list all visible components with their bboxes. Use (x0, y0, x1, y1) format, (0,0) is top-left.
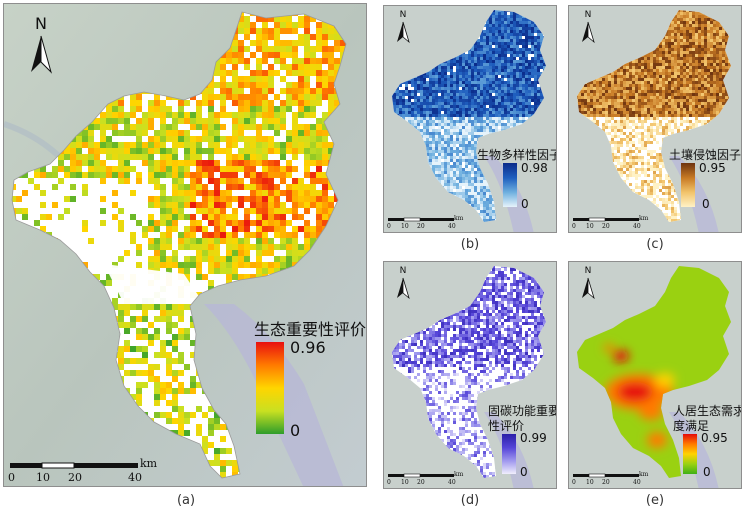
caption-a: (a) (176, 493, 196, 508)
legend-min-d: 0 (520, 465, 528, 479)
map-panel-e: N 人居生态需求 度满足 0.95 0 0 10 20 40 km (568, 261, 742, 489)
legend-min-b: 0 (521, 197, 529, 211)
scale-tick-0-a: 0 (8, 471, 15, 484)
caption-c: (c) (646, 237, 664, 252)
scale-tick-40-e: 40 (633, 479, 641, 486)
north-label-a: N (35, 14, 47, 33)
north-label-b: N (399, 10, 407, 20)
scale-unit-d: km (454, 471, 464, 478)
legend-colorbar-e (683, 434, 697, 474)
legend-max-a: 0.96 (290, 338, 326, 357)
scale-tick-20-d: 20 (417, 479, 425, 486)
map-e-canvas (569, 262, 741, 488)
scale-tick-0-c: 0 (572, 223, 576, 230)
scale-tick-40-d: 40 (448, 479, 456, 486)
north-arrow-a: N (26, 14, 56, 74)
scale-tick-20-a: 20 (68, 471, 82, 484)
scale-tick-10-d: 10 (401, 479, 409, 486)
legend-colorbar-a (256, 342, 284, 434)
legend-title-d-line2: 性评价 (488, 419, 525, 433)
ecological-demand-hotspots (604, 344, 675, 448)
scale-bar-a (10, 462, 138, 469)
legend-title-e-line2: 度满足 (673, 419, 710, 433)
scale-tick-20-b: 20 (417, 223, 425, 230)
legend-min-e: 0 (703, 465, 711, 479)
scale-tick-0-b: 0 (387, 223, 391, 230)
north-label-c: N (584, 10, 592, 20)
north-label-d: N (399, 266, 407, 276)
map-panel-d: N 固碳功能重要 性评价 0.99 0 0 10 20 40 km (383, 261, 557, 489)
scale-tick-20-e: 20 (602, 479, 610, 486)
scale-tick-10-a: 10 (36, 471, 50, 484)
legend-colorbar-d (502, 434, 516, 474)
legend-title-d-line1: 固碳功能重要 (488, 404, 557, 418)
legend-max-c: 0.95 (699, 161, 726, 175)
scale-tick-40-a: 40 (128, 471, 142, 484)
scale-unit-c: km (639, 215, 649, 222)
scale-tick-20-c: 20 (602, 223, 610, 230)
north-arrow-e: N (579, 266, 597, 300)
legend-max-e: 0.95 (701, 431, 728, 445)
map-panel-a: N 生态重要性评价 0.96 0 0 10 20 40 km (3, 3, 367, 487)
scale-tick-10-c: 10 (586, 223, 594, 230)
map-panel-c: N 土壤侵蚀因子 0.95 0 0 10 20 40 km (568, 5, 742, 233)
map-panel-b: N 生物多样性因子 0.98 0 0 10 20 40 km (383, 5, 557, 233)
legend-colorbar-c (681, 163, 695, 207)
legend-title-c: 土壤侵蚀因子 (669, 148, 742, 162)
north-label-e: N (584, 266, 592, 276)
map-a-canvas (4, 4, 366, 486)
north-arrow-c: N (579, 10, 597, 44)
scale-tick-10-b: 10 (401, 223, 409, 230)
scale-tick-40-c: 40 (633, 223, 641, 230)
legend-max-d: 0.99 (520, 431, 547, 445)
scale-unit-b: km (454, 215, 464, 222)
scale-unit-a: km (140, 457, 158, 470)
legend-title-b: 生物多样性因子 (477, 148, 557, 162)
scale-tick-0-e: 0 (572, 479, 576, 486)
legend-colorbar-b (503, 163, 517, 207)
caption-e: (e) (645, 493, 665, 508)
legend-min-c: 0 (702, 197, 710, 211)
scale-bar-e (573, 473, 639, 478)
legend-title-e-line1: 人居生态需求 (673, 404, 742, 418)
map-c-canvas (569, 6, 741, 232)
legend-min-a: 0 (290, 421, 301, 440)
north-arrow-d: N (394, 266, 412, 300)
caption-d: (d) (460, 493, 480, 508)
scale-tick-40-b: 40 (448, 223, 456, 230)
scale-bar-d (388, 473, 454, 478)
legend-title-a: 生态重要性评价 (254, 320, 367, 339)
caption-b: (b) (460, 237, 480, 252)
scale-bar-b (388, 217, 454, 222)
north-arrow-b: N (394, 10, 412, 44)
scale-tick-0-d: 0 (387, 479, 391, 486)
legend-max-b: 0.98 (521, 161, 548, 175)
scale-unit-e: km (639, 471, 649, 478)
scale-tick-10-e: 10 (586, 479, 594, 486)
scale-bar-c (573, 217, 639, 222)
